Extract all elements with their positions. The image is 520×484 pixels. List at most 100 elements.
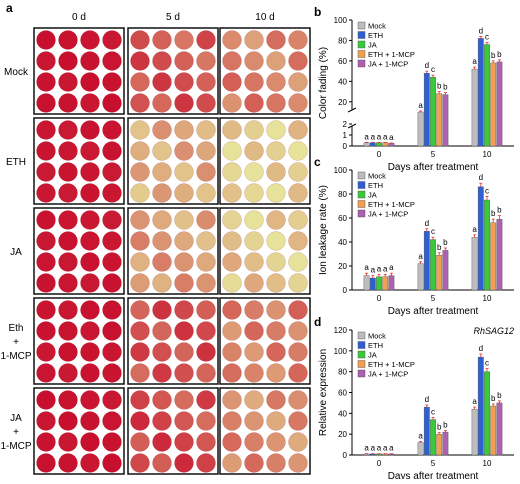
row-label-0-0: Mock (4, 67, 29, 78)
legend-entry: Mock (368, 22, 386, 31)
leaf-disc (222, 432, 242, 452)
bar (388, 453, 395, 456)
legend-entry: ETH (368, 341, 383, 350)
y-tick-label: 60 (338, 389, 347, 398)
leaf-disc (174, 342, 194, 362)
leaf-disc (36, 162, 56, 182)
leaf-disc (266, 342, 286, 362)
leaf-disc (244, 120, 264, 140)
legend-swatch (357, 341, 366, 349)
leaf-disc (152, 210, 172, 230)
leaf-disc (152, 273, 172, 293)
leaf-disc (80, 273, 100, 293)
leaf-disc (196, 93, 216, 113)
significance-letter: b (443, 421, 448, 430)
leaf-disc (36, 342, 56, 362)
leaf-disc (102, 252, 122, 272)
panel-a-letter: a (6, 1, 13, 15)
leaf-disc (266, 390, 286, 410)
leaf-disc (80, 363, 100, 383)
bar (369, 453, 376, 456)
y-tick-label: 0 (343, 142, 348, 151)
leaf-disc (36, 231, 56, 251)
leaf-disc (102, 72, 122, 92)
y-tick-label: 0 (343, 451, 348, 460)
leaf-disc (266, 51, 286, 71)
panel-a-content: 0 d 5 d 10 d Mock ETH JA Eth +1-MCP JA +1-MCP (0, 12, 311, 475)
leaf-disc (102, 120, 122, 140)
leaf-disc (36, 432, 56, 452)
leaf-disc (196, 231, 216, 251)
leaf-disc (58, 51, 78, 71)
leaf-disc (36, 363, 56, 383)
leaf-disc (102, 30, 122, 50)
leaf-disc (244, 453, 264, 473)
legend-swatch (357, 200, 366, 208)
leaf-disc (196, 342, 216, 362)
leaf-disc (174, 72, 194, 92)
leaf-disc (36, 411, 56, 431)
bar (382, 276, 389, 291)
leaf-disc (80, 120, 100, 140)
leaf-disc (222, 30, 242, 50)
significance-letter: a (383, 444, 388, 453)
legend-entry: ETH (368, 181, 383, 190)
leaf-disc (174, 453, 194, 473)
leaf-disc (58, 72, 78, 92)
bar (477, 356, 484, 456)
x-tick-label: 10 (483, 459, 492, 468)
row-label-3-0: Eth (8, 323, 23, 334)
leaf-disc (174, 252, 194, 272)
leaf-disc (266, 453, 286, 473)
leaf-disc (152, 342, 172, 362)
legend-entry: ETH + 1-MCP (368, 200, 415, 209)
y-tick-label: 40 (338, 77, 347, 86)
significance-letter: a (418, 101, 423, 110)
bar (442, 250, 449, 291)
leaf-disc (80, 342, 100, 362)
significance-letter: a (364, 444, 369, 453)
leaf-disc (174, 231, 194, 251)
significance-letter: b (497, 391, 502, 400)
leaf-disc (58, 453, 78, 473)
legend-swatch (357, 360, 366, 368)
bar (436, 93, 443, 147)
leaf-disc (36, 183, 56, 203)
leaf-disc (174, 162, 194, 182)
leaf-disc (80, 93, 100, 113)
panel-a: a 0 d 5 d 10 d Mock ETH JA Eth +1-MCP JA +1-MCP (0, 1, 311, 475)
y-axis-label: Color fading (%) (318, 47, 329, 119)
leaf-disc (80, 321, 100, 341)
bar (471, 408, 478, 456)
leaf-disc (288, 93, 308, 113)
leaf-disc (174, 93, 194, 113)
legend-entry: JA (368, 351, 377, 360)
leaf-disc (266, 120, 286, 140)
leaf-disc (36, 300, 56, 320)
leaf-disc (130, 210, 150, 230)
leaf-disc (222, 363, 242, 383)
leaf-disc (174, 432, 194, 452)
x-tick-label: 5 (431, 459, 436, 468)
leaf-disc (222, 141, 242, 161)
leaf-disc (174, 390, 194, 410)
bar (477, 38, 484, 147)
x-tick-label: 10 (483, 294, 492, 303)
leaf-disc (174, 51, 194, 71)
legend-entry: JA + 1-MCP (368, 60, 408, 69)
bar (490, 62, 497, 147)
legend-swatch (357, 331, 366, 340)
significance-letter: a (383, 264, 388, 273)
leaf-disc (130, 321, 150, 341)
leaf-disc (130, 300, 150, 320)
leaf-disc (80, 432, 100, 452)
leaf-disc (36, 72, 56, 92)
leaf-disc (102, 162, 122, 182)
row-label-2-0: JA (10, 247, 22, 258)
significance-letter: a (389, 444, 394, 453)
leaf-disc (152, 300, 172, 320)
leaf-disc (222, 51, 242, 71)
legend-swatch (357, 31, 366, 39)
